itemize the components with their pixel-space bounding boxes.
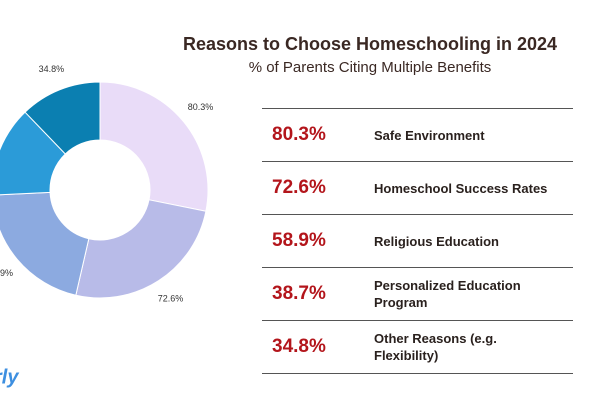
donut-slice — [75, 199, 207, 299]
percent: 72.6% — [272, 177, 326, 198]
slice-label: 72.6% — [158, 294, 184, 304]
percent: 58.9% — [272, 230, 326, 251]
table-row: 80.3% Safe Environment — [262, 108, 573, 161]
donut-slice — [24, 81, 101, 155]
reason-label: Religious Education — [374, 233, 499, 249]
reason-label: Personalized Education Program — [374, 278, 521, 310]
table-row: 34.8% Other Reasons (e.g. Flexibility) — [262, 320, 573, 374]
reason-label: Safe Environment — [374, 127, 485, 143]
chart-subtitle: % of Parents Citing Multiple Benefits — [249, 59, 492, 76]
percent: 80.3% — [272, 124, 326, 145]
slice-label: 34.8% — [39, 64, 65, 74]
reason-label: Other Reasons (e.g. Flexibility) — [374, 331, 497, 363]
table-row: 38.7% Personalized Education Program — [262, 267, 573, 320]
table-row: 58.9% Religious Education — [262, 214, 573, 267]
slice-label: 58.9% — [0, 268, 13, 278]
donut-slice — [0, 191, 90, 296]
reason-label: Homeschool Success Rates — [374, 180, 548, 196]
percent: 34.8% — [272, 336, 326, 357]
percent: 38.7% — [272, 283, 326, 304]
slice-label: 80.3% — [188, 102, 214, 112]
chart-title: Reasons to Choose Homeschooling in 2024 — [183, 34, 557, 54]
donut-slice — [99, 81, 209, 212]
table-row: 72.6% Homeschool Success Rates — [262, 161, 573, 214]
brand-logo: rly — [0, 366, 19, 388]
